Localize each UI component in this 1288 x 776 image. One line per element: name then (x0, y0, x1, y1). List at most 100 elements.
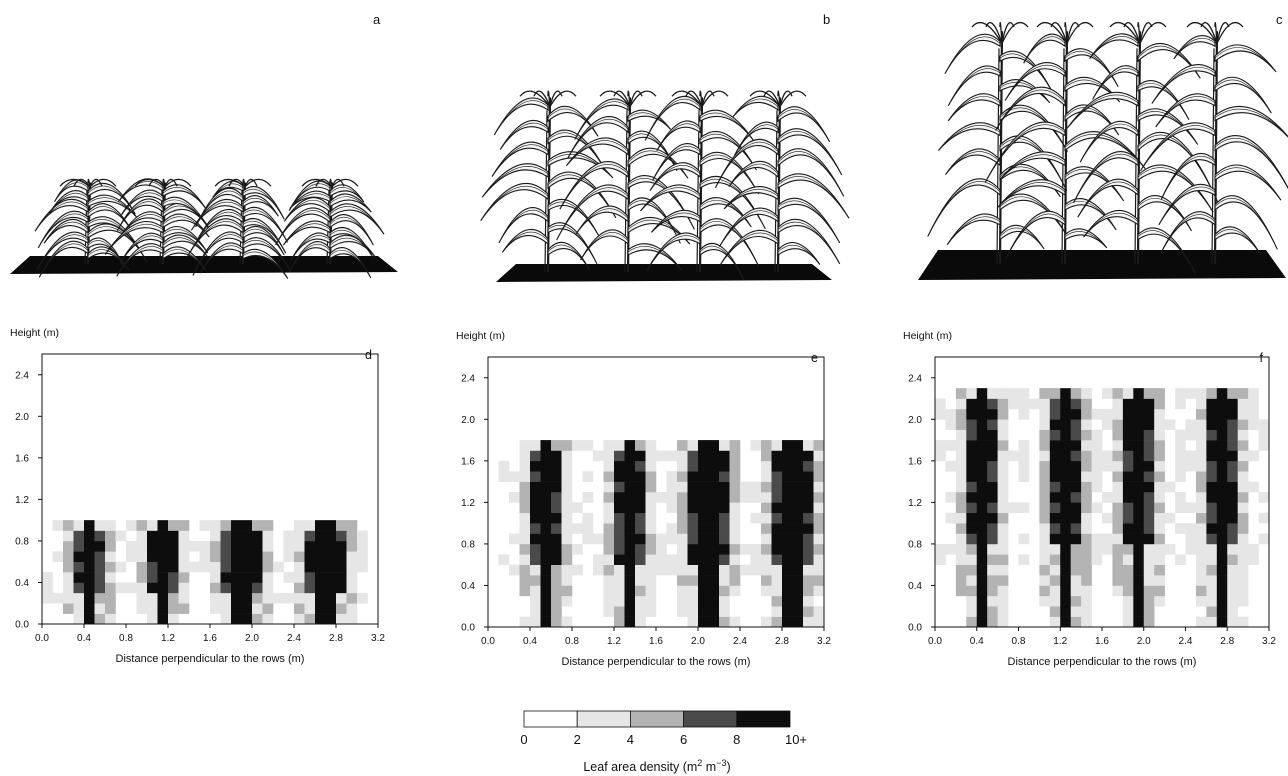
heatmap-cell (761, 543, 772, 555)
heatmap-cell (540, 595, 552, 607)
heatmap-cell (976, 585, 988, 597)
heatmap-cell (136, 582, 148, 594)
heatmap-cell (677, 533, 688, 545)
heatmap-cell (1081, 429, 1092, 441)
heatmap-cell (1195, 481, 1207, 493)
heatmap-cell (635, 502, 646, 514)
y-tick-label: 0.8 (461, 539, 475, 550)
heatmap-cell (1039, 440, 1051, 451)
heatmap-cell (157, 582, 169, 594)
heatmap-cell (782, 595, 793, 607)
heatmap-cell (624, 554, 636, 565)
heatmap-cell (1102, 533, 1113, 545)
heatmap-cell (987, 606, 998, 617)
heatmap-cell (708, 523, 720, 534)
x-tick-label: 0.4 (77, 633, 91, 644)
heatmap-cell (1070, 460, 1082, 472)
heatmap-cell (593, 554, 604, 565)
heatmap-cell (813, 471, 825, 482)
x-tick-label: 2.8 (775, 636, 789, 647)
heatmap-cell (1195, 471, 1207, 482)
heatmap-cell (315, 551, 326, 562)
heatmap-cell (792, 440, 804, 451)
heatmap-cell (325, 582, 337, 594)
heatmap-cell (635, 575, 646, 586)
heatmap-cell (1081, 585, 1092, 597)
heatmap-cell (519, 492, 531, 503)
heatmap-cell (561, 440, 573, 451)
heatmap-cell (294, 530, 305, 542)
heatmap-cell (1060, 408, 1071, 420)
heatmap-cell (157, 603, 169, 614)
heatmap-cell (635, 460, 646, 472)
heatmap-cell (761, 492, 772, 503)
heatmap-cell (252, 561, 263, 573)
heatmap-cell (1248, 408, 1259, 420)
heatmap-cell (997, 398, 1009, 410)
heatmap-cell (294, 613, 305, 625)
heatmap-cell (530, 460, 541, 472)
heatmap-cell (966, 408, 978, 420)
heatmap-cell (1154, 533, 1165, 545)
heatmap-cell (582, 512, 594, 524)
heatmap-cell (315, 582, 326, 594)
heatmap-cell (955, 523, 967, 534)
heatmap-cell (761, 585, 772, 597)
heatmap-cell (698, 460, 709, 472)
heatmap-cell (1206, 481, 1218, 493)
heatmap-cell (84, 540, 95, 552)
heatmap-cell (1070, 429, 1082, 441)
heatmap-cell (997, 408, 1009, 420)
heatmap-cell (105, 551, 116, 562)
heatmap-cell (1185, 388, 1197, 399)
heatmap-cell (782, 533, 793, 545)
heatmap-cell (966, 585, 978, 597)
heatmap-cell (1091, 408, 1103, 420)
heatmap-cell (955, 398, 967, 410)
heatmap-cell (252, 592, 263, 604)
heatmap-cell (304, 592, 316, 604)
heatmap-cell (530, 440, 541, 451)
heatmap-cell (603, 585, 615, 597)
heatmap-cell (105, 530, 116, 542)
heatmap-cell (1195, 460, 1207, 472)
heatmap-cell (813, 450, 825, 462)
heatmap-cell (719, 481, 730, 493)
heatmap-cell (997, 502, 1009, 514)
heatmap-cell (987, 512, 998, 524)
heatmap-cell (1081, 440, 1092, 451)
heatmap-cell (1227, 533, 1238, 545)
heatmap-cell (1102, 388, 1113, 399)
heatmap-cell (966, 429, 978, 441)
heatmap-cell (147, 572, 158, 583)
heatmap-cell (231, 592, 242, 604)
heatmap-cell (603, 502, 615, 514)
heatmap-cell (1154, 492, 1165, 503)
heatmap-cell (1122, 460, 1134, 472)
heatmap-cell (966, 471, 978, 482)
heatmap-cell (336, 520, 347, 531)
heatmap-cell (1039, 585, 1051, 597)
legend-swatch (630, 710, 685, 728)
heatmap-cell (1237, 398, 1249, 410)
plant (714, 90, 850, 273)
heatmap-cell (813, 543, 825, 555)
heatmap-cell (750, 543, 762, 555)
heatmap-cell (262, 582, 274, 594)
heatmap-cell (1060, 595, 1071, 607)
heatmap-cell (540, 585, 552, 597)
heatmap-cell (530, 492, 541, 503)
heatmap-cell (997, 585, 1009, 597)
heatmap-cell (325, 530, 337, 542)
heatmap-cell (540, 492, 552, 503)
heatmap-cell (1091, 533, 1103, 545)
heatmap-cell (803, 554, 814, 565)
heatmap-cell (294, 592, 305, 604)
heatmap-cell (582, 523, 594, 534)
heatmap-cell (73, 540, 85, 552)
heatmap-cell (1112, 543, 1124, 555)
plant-render-c (918, 22, 1288, 280)
heatmap-cell (966, 564, 978, 576)
heatmap-cell (635, 606, 646, 617)
heatmap-cell (966, 440, 978, 451)
